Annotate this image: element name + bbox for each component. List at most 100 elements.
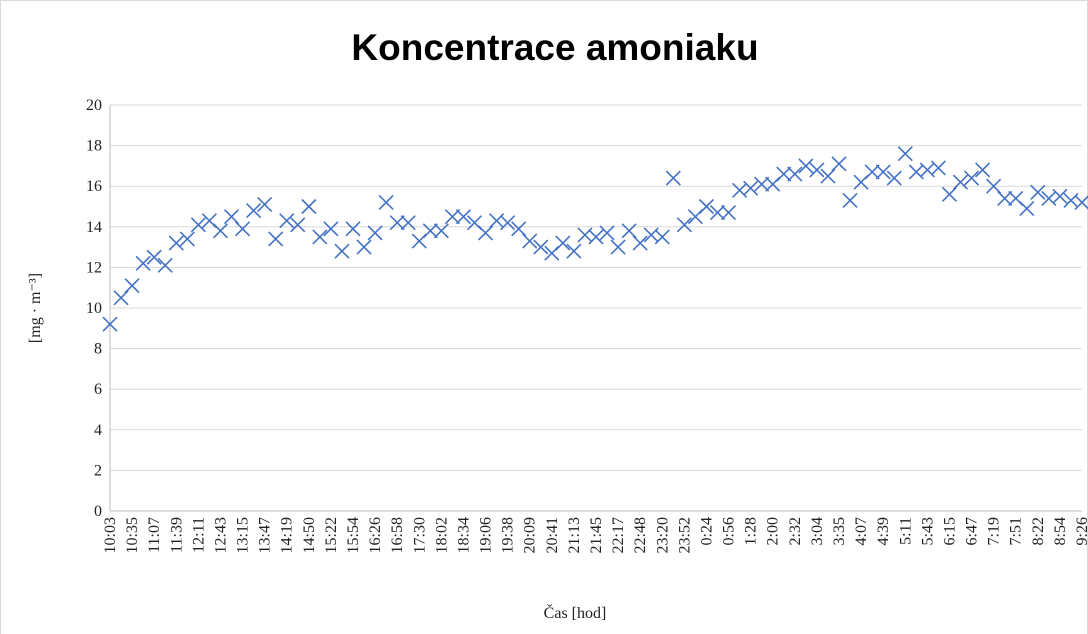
y-tick-label: 20 [86,97,102,114]
marker [566,243,582,259]
marker [555,235,571,251]
x-tick-label: 22:48 [632,517,649,553]
x-tick-label: 7:51 [1008,517,1025,545]
marker [455,209,472,225]
x-tick-label: 17:30 [411,517,428,553]
marker [820,168,836,184]
marker [997,190,1013,206]
x-tick-label: 5:11 [897,517,914,545]
marker [1019,200,1035,217]
marker [168,235,184,251]
marker [533,239,549,255]
marker [257,196,273,213]
marker [654,229,670,245]
x-tick-label: 4:39 [875,517,892,545]
x-tick-label: 22:17 [610,517,627,553]
x-tick-label: 6:47 [964,517,981,545]
marker [621,223,637,239]
x-tick-label: 11:39 [168,517,185,553]
x-tick-label: 14:19 [279,517,296,553]
x-tick-label: 15:22 [323,517,340,553]
marker [776,166,792,182]
marker [113,290,129,306]
marker [246,202,262,219]
marker [665,170,681,186]
marker [754,176,770,192]
marker [124,278,140,294]
marker [157,257,173,273]
x-tick-label: 1:28 [743,517,760,545]
x-tick-label: 14:50 [301,517,318,553]
marker [234,221,251,237]
marker [930,160,946,176]
marker [190,217,206,233]
x-tick-label: 18:34 [455,517,472,553]
marker [444,209,460,225]
y-tick-label: 8 [94,341,102,358]
x-tick-label: 9:26 [1074,517,1088,545]
x-tick-label: 21:45 [588,517,605,553]
marker [334,243,350,259]
marker [223,209,240,225]
marker [268,231,284,247]
y-tick-label: 6 [94,381,102,398]
x-tick-label: 8:54 [1052,517,1069,545]
marker [676,217,692,233]
marker [588,229,604,245]
x-tick-label: 3:04 [809,517,826,545]
marker [511,221,527,237]
marker [632,235,648,251]
x-tick-label: 18:02 [433,517,450,553]
y-tick-label: 2 [94,462,102,479]
marker [842,192,858,208]
x-tick-label: 0:24 [698,517,715,545]
x-tick-label: 13:15 [235,517,252,553]
y-tick-label: 12 [86,259,102,276]
x-tick-label: 8:22 [1030,517,1047,545]
x-tick-label: 16:26 [367,517,384,553]
x-tick-label: 5:43 [919,517,936,545]
marker [522,233,538,249]
x-tick-label: 2:32 [787,517,804,545]
marker [301,198,317,215]
x-tick-label: 6:15 [941,517,958,545]
marker [389,215,405,231]
marker [422,223,438,239]
x-tick-label: 20:41 [544,517,561,553]
x-tick-label: 7:19 [986,517,1003,545]
y-tick-label: 4 [94,422,102,439]
marker [599,225,615,241]
chart-title: Koncentrace amoniaku [351,27,758,68]
y-tick-label: 0 [94,503,102,520]
x-tick-label: 2:00 [765,517,782,545]
x-axis-title: Čas [hod] [544,603,607,622]
marker [952,174,969,190]
marker [831,156,847,172]
y-tick-label: 14 [86,219,102,236]
marker [146,249,162,265]
marker [743,180,759,196]
x-tick-label: 20:09 [522,517,539,553]
marker [378,194,394,211]
marker [975,162,991,178]
marker [323,221,339,237]
x-tick-label: 19:06 [478,517,495,553]
marker [709,205,726,221]
x-tick-label: 10:35 [124,517,141,553]
x-tick-label: 15:54 [345,517,362,553]
marker [102,316,118,332]
x-tick-label: 16:58 [389,517,406,553]
marker [400,215,416,231]
marker [356,239,372,255]
marker [1030,184,1046,200]
marker [345,221,361,237]
x-tick-label: 12:43 [212,517,229,553]
marker [290,217,306,233]
x-tick-label: 19:38 [500,517,517,553]
marker [897,146,913,162]
x-tick-label: 21:13 [566,517,583,553]
marker [610,239,626,255]
x-tick-label: 23:52 [676,517,693,553]
